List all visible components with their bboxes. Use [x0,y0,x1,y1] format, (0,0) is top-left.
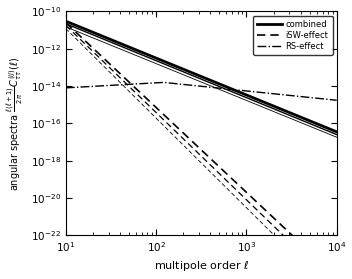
combined [275,106,279,109]
combined [335,130,339,134]
RS-effect [335,98,339,102]
Line: iSW-effect: iSW-effect [66,23,337,277]
RS-effect [161,81,165,84]
combined [250,95,254,99]
RS-effect [250,90,254,93]
RS-effect [183,83,188,86]
combined [92,31,96,34]
combined [173,64,177,68]
Line: RS-effect: RS-effect [66,82,337,100]
RS-effect [64,86,68,90]
Legend: combined, iSW-effect, RS-effect: combined, iSW-effect, RS-effect [253,16,333,55]
iSW-effect [183,133,187,136]
combined [64,20,68,23]
Y-axis label: angular spectra $\frac{\ell(\ell+1)}{2\pi}C^{(ij)}_{\tau\tau}(\ell)$: angular spectra $\frac{\ell(\ell+1)}{2\p… [6,56,25,191]
iSW-effect [173,124,177,127]
RS-effect [92,85,96,88]
X-axis label: multipole order $\ell$: multipole order $\ell$ [154,259,249,273]
combined [183,68,187,72]
iSW-effect [92,47,96,50]
iSW-effect [335,275,339,279]
Line: combined: combined [66,21,337,132]
iSW-effect [64,21,68,24]
RS-effect [280,93,284,96]
combined [280,108,284,111]
iSW-effect [250,196,254,199]
RS-effect [275,92,279,96]
iSW-effect [280,224,284,227]
RS-effect [174,82,178,85]
iSW-effect [275,219,279,223]
